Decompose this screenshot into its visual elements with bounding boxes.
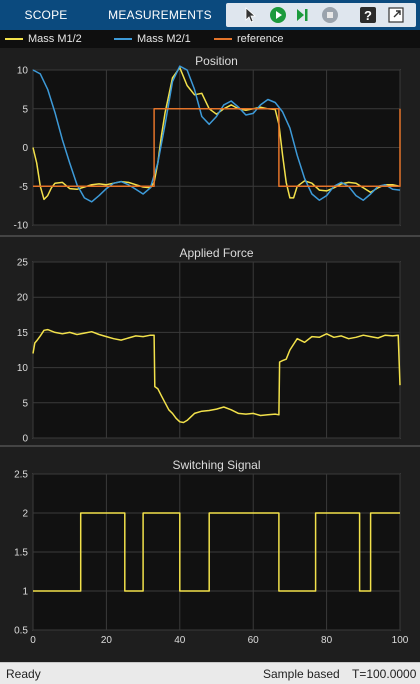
y-tick-label: -10 xyxy=(14,221,29,232)
series-mass-m2-1 xyxy=(32,65,401,203)
run-icon[interactable] xyxy=(268,5,288,25)
y-tick-label: 2.5 xyxy=(14,470,28,481)
step-forward-icon[interactable] xyxy=(292,5,312,25)
plot-applied-force[interactable]: Applied Force 0 5 10 15 20 25 xyxy=(17,246,401,445)
status-ready: Ready xyxy=(6,667,41,681)
y-tick-label: 0.5 xyxy=(14,626,28,637)
plot-title: Position xyxy=(195,54,238,68)
y-tick-label: 1.5 xyxy=(14,548,28,559)
legend-item-reference[interactable]: reference xyxy=(237,33,284,45)
y-tick-label: 0 xyxy=(22,143,28,154)
y-tick-label: 5 xyxy=(22,398,28,409)
help-icon[interactable]: ? xyxy=(358,5,378,25)
svg-text:?: ? xyxy=(364,8,372,23)
series-switch xyxy=(33,512,400,592)
x-tick-label: 40 xyxy=(174,635,186,646)
y-tick-label: 10 xyxy=(17,66,29,77)
plot-position[interactable]: Position -10 -5 0 5 10 xyxy=(14,54,401,232)
x-tick-label: 80 xyxy=(321,635,333,646)
legend-item-mass-m1-2[interactable]: Mass M1/2 xyxy=(28,33,82,45)
series-force xyxy=(32,328,401,424)
x-tick-label: 60 xyxy=(248,635,260,646)
x-tick-label: 100 xyxy=(392,635,409,646)
y-tick-label: 1 xyxy=(22,587,28,598)
x-tick-label: 20 xyxy=(101,635,113,646)
tab-scope[interactable]: SCOPE xyxy=(24,8,68,22)
plot-title: Switching Signal xyxy=(172,458,260,472)
y-tick-label: 20 xyxy=(17,293,29,304)
status-sample-mode: Sample based xyxy=(263,667,340,681)
undock-icon[interactable] xyxy=(386,5,406,25)
y-tick-label: 10 xyxy=(17,363,29,374)
legend-line-mass-m2-1 xyxy=(114,38,132,40)
y-tick-label: -5 xyxy=(19,182,28,193)
status-bar: Ready Sample based T=100.0000 xyxy=(0,662,420,684)
quick-access-toolbar: ? xyxy=(226,3,416,27)
plot-title: Applied Force xyxy=(179,246,253,260)
y-tick-label: 25 xyxy=(17,258,29,269)
y-tick-label: 2 xyxy=(22,509,28,520)
status-sim-time: T=100.0000 xyxy=(352,667,417,681)
legend-line-mass-m1-2 xyxy=(5,38,23,40)
toolstrip: SCOPE MEASUREMENTS ? xyxy=(0,0,420,30)
stop-icon[interactable] xyxy=(320,5,340,25)
tab-measurements[interactable]: MEASUREMENTS xyxy=(108,8,212,22)
plot-switching-signal[interactable]: Switching Signal 0.5 1 1.5 2 2.5 0 20 40 60 80 100 xyxy=(14,458,409,646)
y-tick-label: 5 xyxy=(22,104,28,115)
y-tick-label: 15 xyxy=(17,328,29,339)
legend-line-reference xyxy=(214,38,232,40)
legend: Mass M1/2 Mass M2/1 reference xyxy=(0,30,420,48)
legend-item-mass-m2-1[interactable]: Mass M2/1 xyxy=(137,33,191,45)
x-tick-label: 0 xyxy=(30,635,36,646)
axes-area xyxy=(32,261,401,439)
cursor-select-icon[interactable] xyxy=(240,5,260,25)
series-reference xyxy=(33,108,401,188)
y-tick-label: 0 xyxy=(22,434,28,445)
